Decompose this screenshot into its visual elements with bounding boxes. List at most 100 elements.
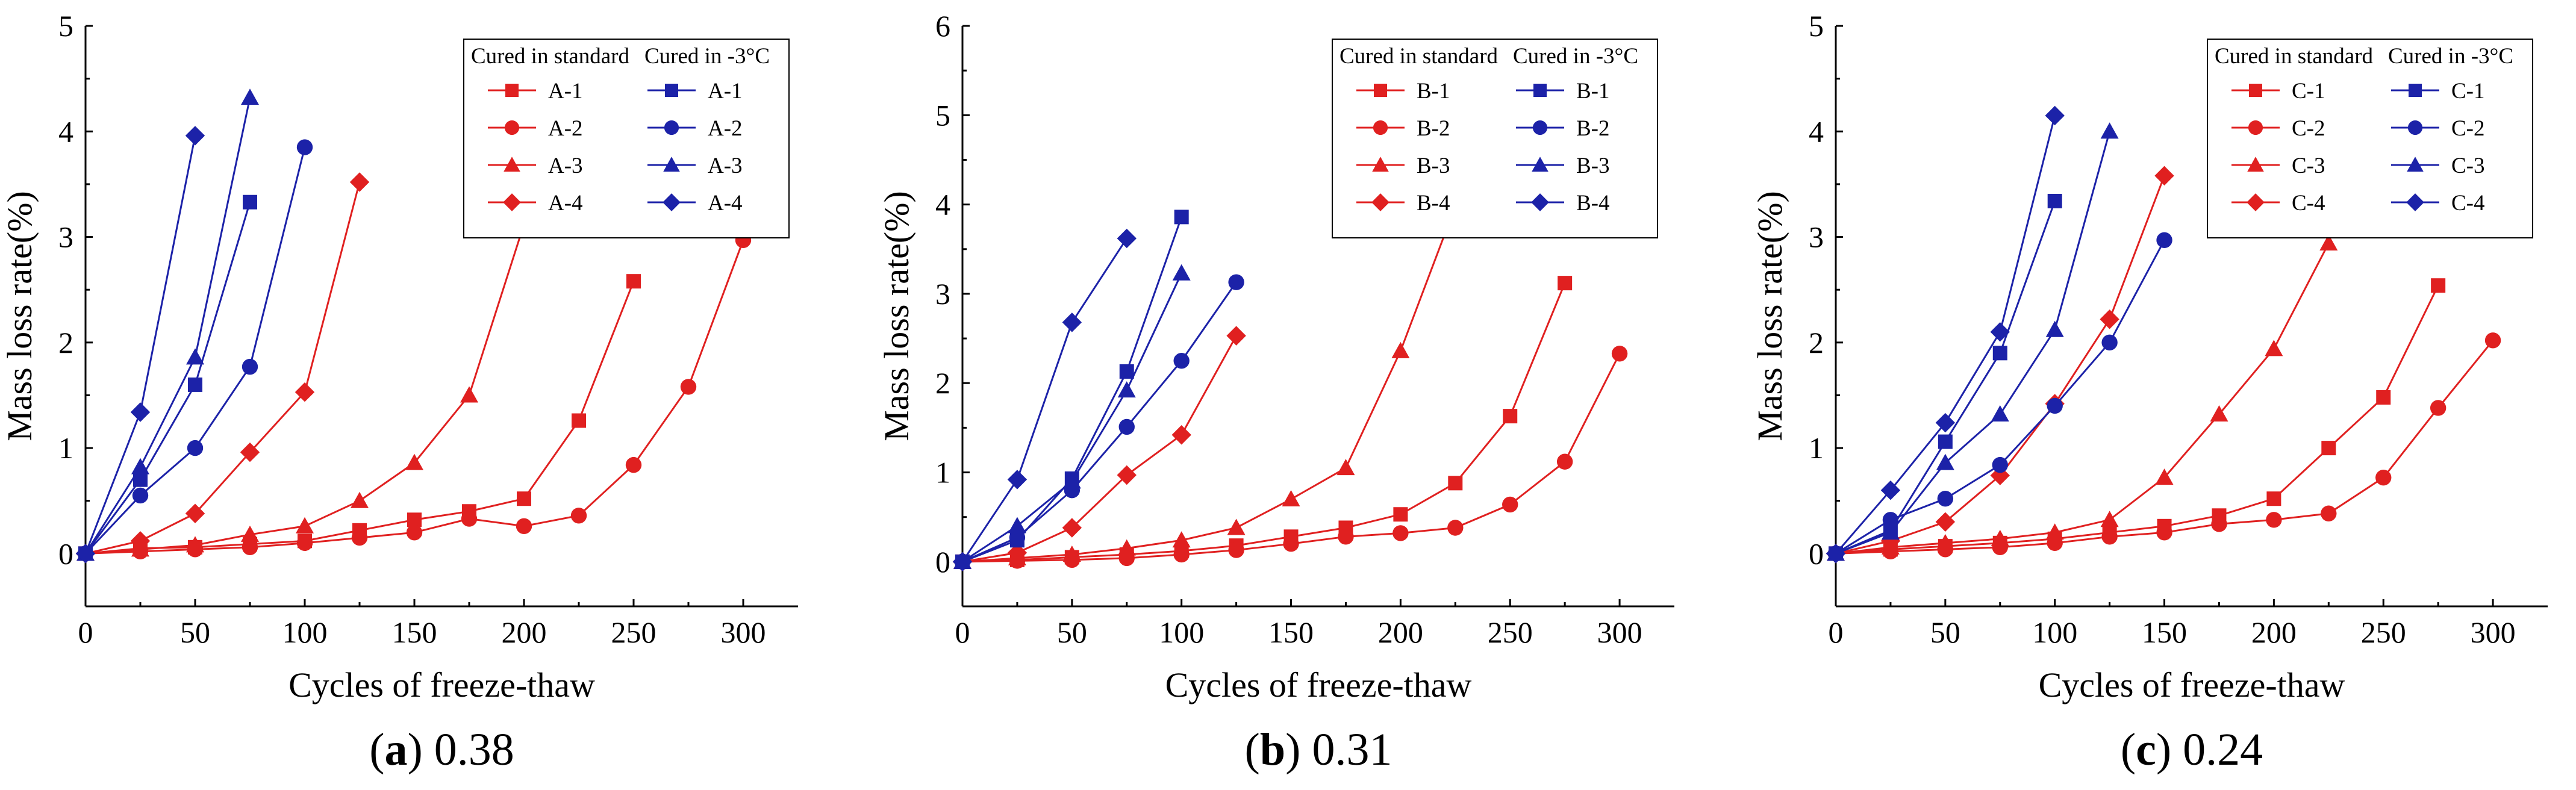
series-standard-B-4	[952, 326, 1246, 572]
data-point	[2047, 193, 2062, 208]
data-point	[1117, 381, 1136, 398]
data-point	[405, 453, 423, 470]
data-point	[952, 552, 973, 572]
legend-header-standard: Cured in standard	[1339, 44, 1499, 69]
data-point	[1936, 453, 1954, 470]
data-point	[460, 386, 478, 403]
data-point	[2045, 523, 2064, 540]
y-tick-label: 3	[1809, 220, 1824, 254]
data-point	[1007, 470, 1028, 490]
y-tick-label: 0	[1809, 537, 1824, 570]
data-point	[1062, 472, 1081, 489]
series-line	[962, 335, 1237, 563]
data-point	[1826, 544, 1846, 564]
x-tick-label: 250	[2361, 615, 2406, 649]
data-point	[2045, 320, 2064, 337]
legend-label: B-2	[1576, 116, 1610, 141]
legend-header-standard: Cured in standard	[471, 44, 630, 69]
data-point	[1062, 313, 1082, 332]
legend-marker	[2407, 120, 2423, 135]
x-tick-label: 50	[1930, 615, 1960, 649]
x-axis-title: Cycles of freeze-thaw	[1165, 665, 1472, 704]
legend-marker	[665, 84, 678, 97]
legend-marker	[2247, 157, 2264, 172]
data-point	[242, 539, 258, 556]
legend-marker	[663, 193, 681, 211]
data-point	[2376, 390, 2391, 405]
y-tick-label: 3	[58, 220, 73, 254]
y-tick-label: 2	[1809, 326, 1824, 359]
y-tick-label: 5	[935, 98, 950, 132]
y-tick-label: 4	[58, 114, 73, 148]
data-point	[2100, 309, 2119, 329]
series-line	[1835, 285, 2439, 555]
legend-label: A-4	[708, 191, 743, 216]
series-line	[1835, 243, 2330, 555]
legend-label: A-2	[548, 116, 583, 141]
data-point	[516, 518, 532, 534]
data-point	[1392, 525, 1409, 541]
data-point	[1009, 529, 1026, 546]
data-point	[2265, 340, 2283, 356]
data-point	[187, 440, 204, 456]
data-point	[1174, 210, 1189, 225]
y-tick-label: 0	[935, 545, 950, 579]
x-tick-label: 100	[2032, 615, 2077, 649]
y-tick-label: 4	[1809, 114, 1824, 148]
data-point	[2156, 232, 2172, 249]
legend-marker	[504, 120, 520, 135]
y-tick-label: 6	[935, 9, 950, 43]
data-point	[1117, 539, 1136, 556]
x-tick-label: 50	[1057, 615, 1087, 649]
data-point	[517, 491, 531, 506]
legend-marker	[1532, 157, 1548, 172]
data-point	[1991, 405, 2009, 422]
legend-marker	[1372, 157, 1389, 172]
data-point	[188, 377, 202, 392]
legend-label: C-1	[2451, 79, 2485, 104]
legend-label: B-4	[1576, 191, 1610, 216]
data-point	[1171, 425, 1191, 445]
series-line	[85, 281, 635, 555]
x-tick-label: 0	[78, 615, 93, 649]
legend-header-cold: Cured in -3°C	[644, 44, 770, 69]
data-point	[1117, 465, 1137, 485]
data-point	[1172, 531, 1191, 548]
legend-marker	[663, 157, 680, 172]
data-point	[1119, 364, 1134, 379]
series-line	[961, 238, 1128, 562]
series-cold-C-4	[1826, 105, 2065, 564]
panel-caption: (a) 0.38	[369, 724, 514, 775]
legend-marker	[503, 193, 521, 211]
data-point	[1503, 409, 1518, 424]
legend-label: C-3	[2292, 154, 2325, 178]
data-point	[1935, 412, 1956, 433]
data-point	[1991, 529, 2009, 546]
data-point	[132, 487, 149, 504]
data-point	[243, 194, 257, 210]
series-line	[962, 216, 1183, 563]
x-axis-title: Cycles of freeze-thaw	[2039, 665, 2345, 704]
data-point	[186, 348, 204, 365]
data-point	[2375, 469, 2392, 486]
data-point	[1172, 264, 1191, 281]
legend-label: B-1	[1576, 79, 1610, 104]
series-cold-B-4	[952, 228, 1137, 572]
legend-label: B-4	[1417, 191, 1450, 216]
data-point	[1007, 543, 1028, 563]
legend-label: C-1	[2292, 79, 2325, 104]
data-point	[2430, 400, 2447, 416]
y-tick-label: 5	[1809, 9, 1824, 43]
series-standard-A-1	[78, 274, 641, 561]
legend-marker	[504, 157, 520, 172]
x-axis-title: Cycles of freeze-thaw	[288, 665, 595, 704]
data-point	[349, 172, 370, 192]
data-point	[2321, 505, 2337, 521]
chart-panel-b: 0 50 100 150 200 250 300 0 1 2 3 4 5 6 Cycles of freez…	[877, 9, 1674, 775]
data-point	[2047, 397, 2063, 414]
legend: Cured in standard Cured in -3°C C-1 C-2 C-3 C…	[2207, 39, 2533, 238]
legend-marker	[1531, 193, 1549, 211]
data-point	[572, 413, 586, 428]
series-cold-A-3	[76, 89, 259, 561]
data-point	[2431, 278, 2446, 293]
